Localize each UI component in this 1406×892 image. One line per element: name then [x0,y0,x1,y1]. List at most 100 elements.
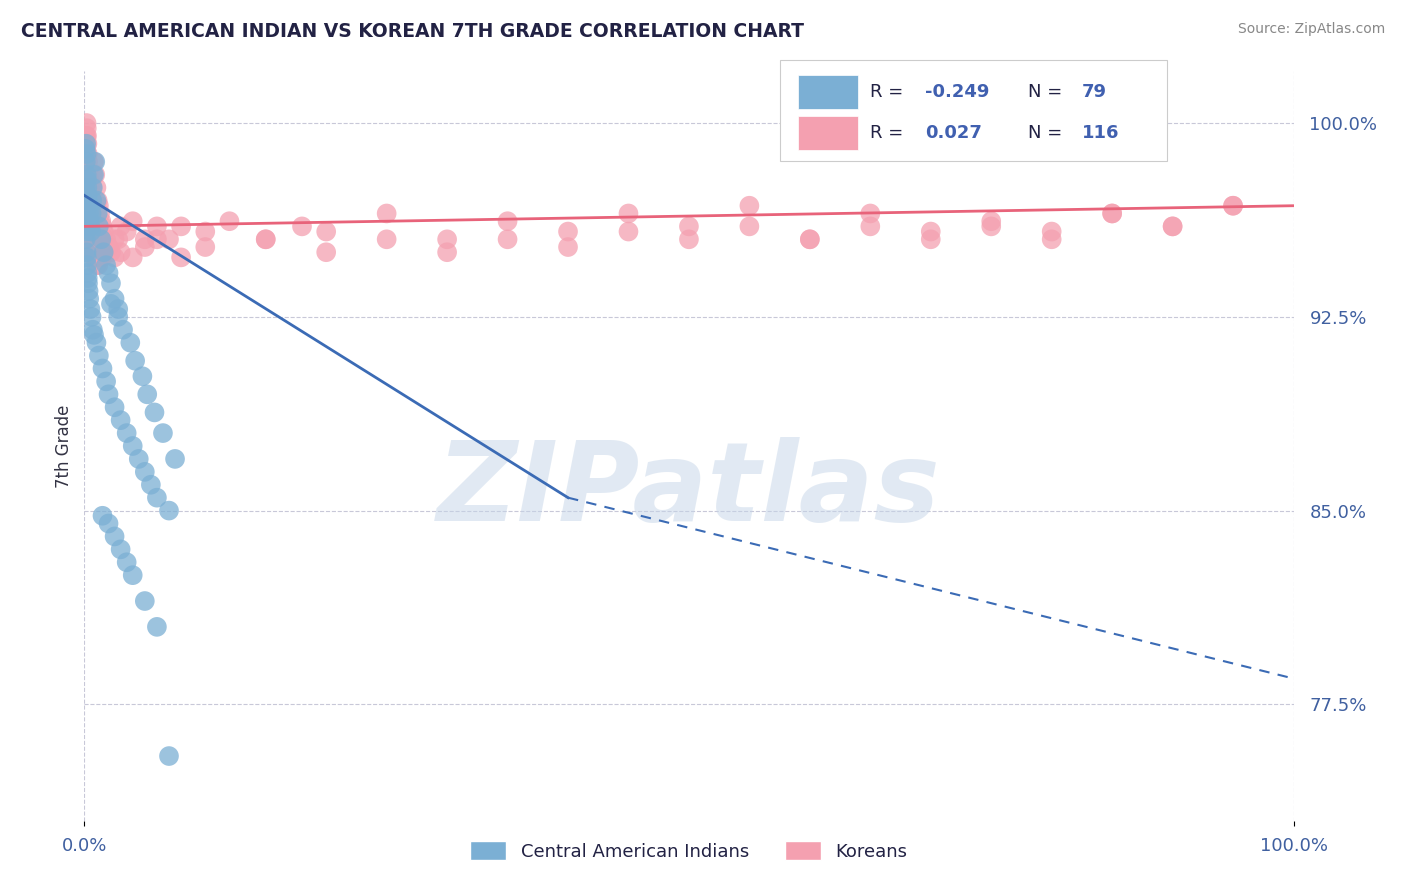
Point [80,310,103,324]
Point [82,180,104,194]
Point [76,199,98,213]
Point [93,225,115,239]
Point [73,162,96,177]
Point [75,142,97,156]
Point [79,219,101,234]
Point [87,349,110,363]
Text: R =: R = [870,83,910,101]
Point [104,232,127,246]
Point [90,251,112,265]
Point [77,173,100,187]
Point [980,219,1002,234]
Point [86,194,108,208]
Point [75,147,97,161]
Point [94,232,117,246]
Point [97,240,120,254]
Point [920,225,942,239]
Point [980,214,1002,228]
Point [79,219,101,234]
Point [86,258,108,272]
Point [76,180,98,194]
Point [75,214,97,228]
Point [75,180,97,194]
Point [80,206,103,220]
Point [157,749,180,764]
Point [1101,206,1123,220]
Point [82,245,104,260]
Point [1222,199,1244,213]
Point [86,180,108,194]
Point [1161,219,1184,234]
Point [617,225,640,239]
Point [738,199,761,213]
Point [90,214,112,228]
Point [87,199,110,213]
Point [375,206,398,220]
Point [84,251,107,265]
Legend: Central American Indians, Koreans: Central American Indians, Koreans [463,834,915,868]
Point [152,426,174,441]
Point [1222,199,1244,213]
Y-axis label: 7th Grade: 7th Grade [55,404,73,488]
Point [73,128,96,143]
Point [136,387,159,401]
Point [146,620,169,634]
Point [436,232,458,246]
Text: 0.027: 0.027 [925,124,981,142]
Text: N =: N = [1028,124,1067,142]
Point [83,154,105,169]
Bar [797,75,858,109]
Point [91,251,114,265]
Point [76,168,98,182]
Point [77,206,100,220]
Point [110,542,132,557]
Point [170,219,193,234]
Point [93,245,115,260]
Point [77,284,100,298]
Text: N =: N = [1028,83,1067,101]
Point [75,136,97,151]
Point [75,128,97,143]
Point [86,194,108,208]
Point [121,439,143,453]
Point [80,232,103,246]
Point [76,188,98,202]
Point [89,206,111,220]
Point [94,375,117,389]
Point [77,292,100,306]
Point [76,266,98,280]
Point [121,214,143,228]
Bar [797,116,858,150]
Point [82,240,104,254]
Point [115,426,138,441]
Point [134,465,156,479]
Point [77,277,100,291]
Point [100,297,122,311]
Point [80,194,103,208]
Point [80,225,103,239]
Point [94,258,117,272]
Point [121,568,143,582]
Point [859,219,882,234]
Point [97,266,120,280]
Point [75,219,97,234]
Text: 79: 79 [1083,83,1107,101]
Point [678,232,700,246]
Point [80,225,103,239]
Point [75,136,97,151]
Point [87,245,110,260]
Point [82,168,104,182]
Point [80,199,103,213]
Point [920,232,942,246]
Point [89,245,111,260]
Point [557,225,579,239]
Point [112,323,135,337]
Point [97,240,120,254]
Point [76,188,98,202]
Point [82,180,104,194]
Text: CENTRAL AMERICAN INDIAN VS KOREAN 7TH GRADE CORRELATION CHART: CENTRAL AMERICAN INDIAN VS KOREAN 7TH GR… [21,22,804,41]
Point [104,292,127,306]
Point [75,154,97,169]
Point [194,240,217,254]
Point [76,128,98,143]
